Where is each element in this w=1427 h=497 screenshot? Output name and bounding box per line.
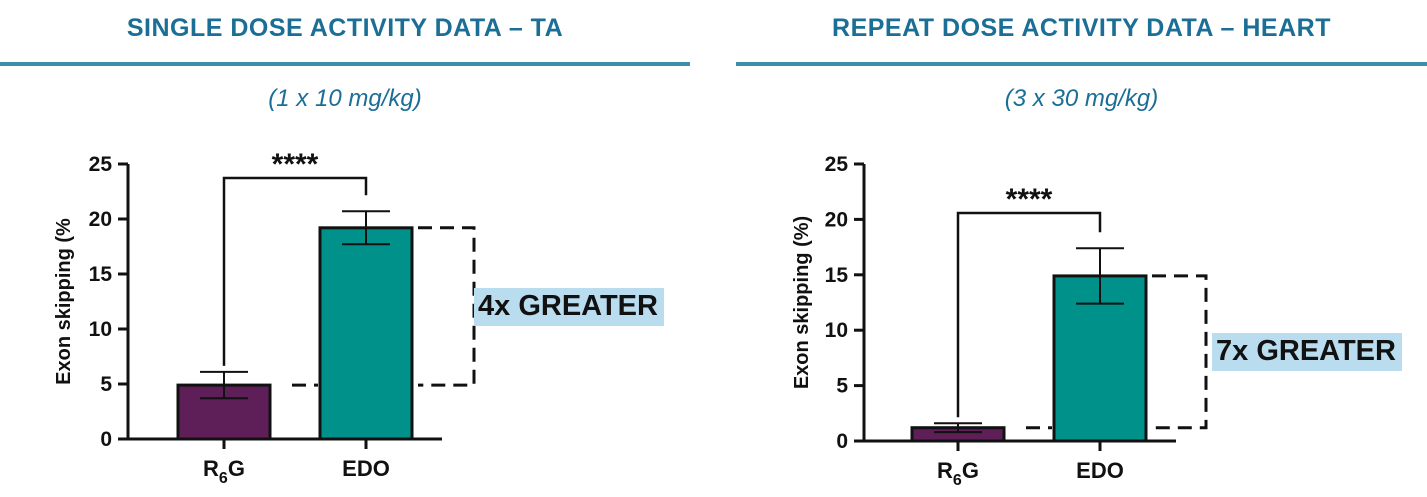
y-tick-label: 25 bbox=[825, 153, 849, 176]
y-tick-label: 20 bbox=[825, 208, 848, 231]
y-tick-label: 5 bbox=[836, 375, 848, 398]
bar-edo bbox=[318, 226, 414, 441]
title-divider bbox=[0, 62, 690, 66]
significance-stars: **** bbox=[1006, 183, 1053, 216]
x-tick-label: R6G bbox=[203, 456, 245, 487]
title-divider bbox=[736, 62, 1427, 66]
y-axis-label: Exon skipping (% bbox=[53, 218, 75, 385]
y-axis-label: Exon skipping (%) bbox=[791, 216, 813, 389]
repeat-dose-panel: REPEAT DOSE ACTIVITY DATA – HEART (3 x 3… bbox=[736, 0, 1427, 497]
fold-change-callout: 7x GREATER bbox=[1212, 333, 1402, 371]
y-tick-label: 0 bbox=[100, 428, 112, 451]
panel-title: REPEAT DOSE ACTIVITY DATA – HEART bbox=[832, 14, 1331, 42]
y-tick-label: 5 bbox=[100, 373, 112, 396]
x-tick-label: EDO bbox=[342, 456, 390, 481]
significance-bracket bbox=[222, 176, 368, 366]
dose-subtitle: (3 x 30 mg/kg) bbox=[1004, 85, 1159, 112]
x-tick-label: EDO bbox=[1076, 458, 1124, 483]
x-tick-label: R6G bbox=[937, 458, 979, 489]
y-tick-label: 20 bbox=[89, 208, 112, 231]
significance-stars: **** bbox=[272, 148, 319, 181]
y-tick-label: 15 bbox=[825, 264, 849, 287]
panel-title: SINGLE DOSE ACTIVITY DATA – TA bbox=[126, 14, 564, 42]
dose-subtitle: (1 x 10 mg/kg) bbox=[268, 85, 422, 112]
fold-change-bracket bbox=[418, 226, 476, 387]
y-tick-label: 10 bbox=[825, 319, 848, 342]
y-tick-label: 25 bbox=[89, 153, 113, 176]
single-dose-bar-chart: 0 5 10 15 20 25 Exon skipping (% R6G EDO **** bbox=[53, 148, 476, 487]
repeat-dose-bar-chart: 0 5 10 15 20 25 Exon skipping (%) R6G EDO **** bbox=[791, 153, 1208, 489]
y-tick-label: 10 bbox=[89, 318, 112, 341]
fold-change-bracket bbox=[1152, 274, 1208, 430]
significance-bracket bbox=[956, 211, 1102, 418]
y-tick-label: 0 bbox=[836, 430, 848, 453]
fold-change-callout: 4x GREATER bbox=[474, 288, 664, 326]
y-tick-label: 15 bbox=[89, 263, 113, 286]
single-dose-panel: SINGLE DOSE ACTIVITY DATA – TA (1 x 10 m… bbox=[0, 0, 690, 497]
